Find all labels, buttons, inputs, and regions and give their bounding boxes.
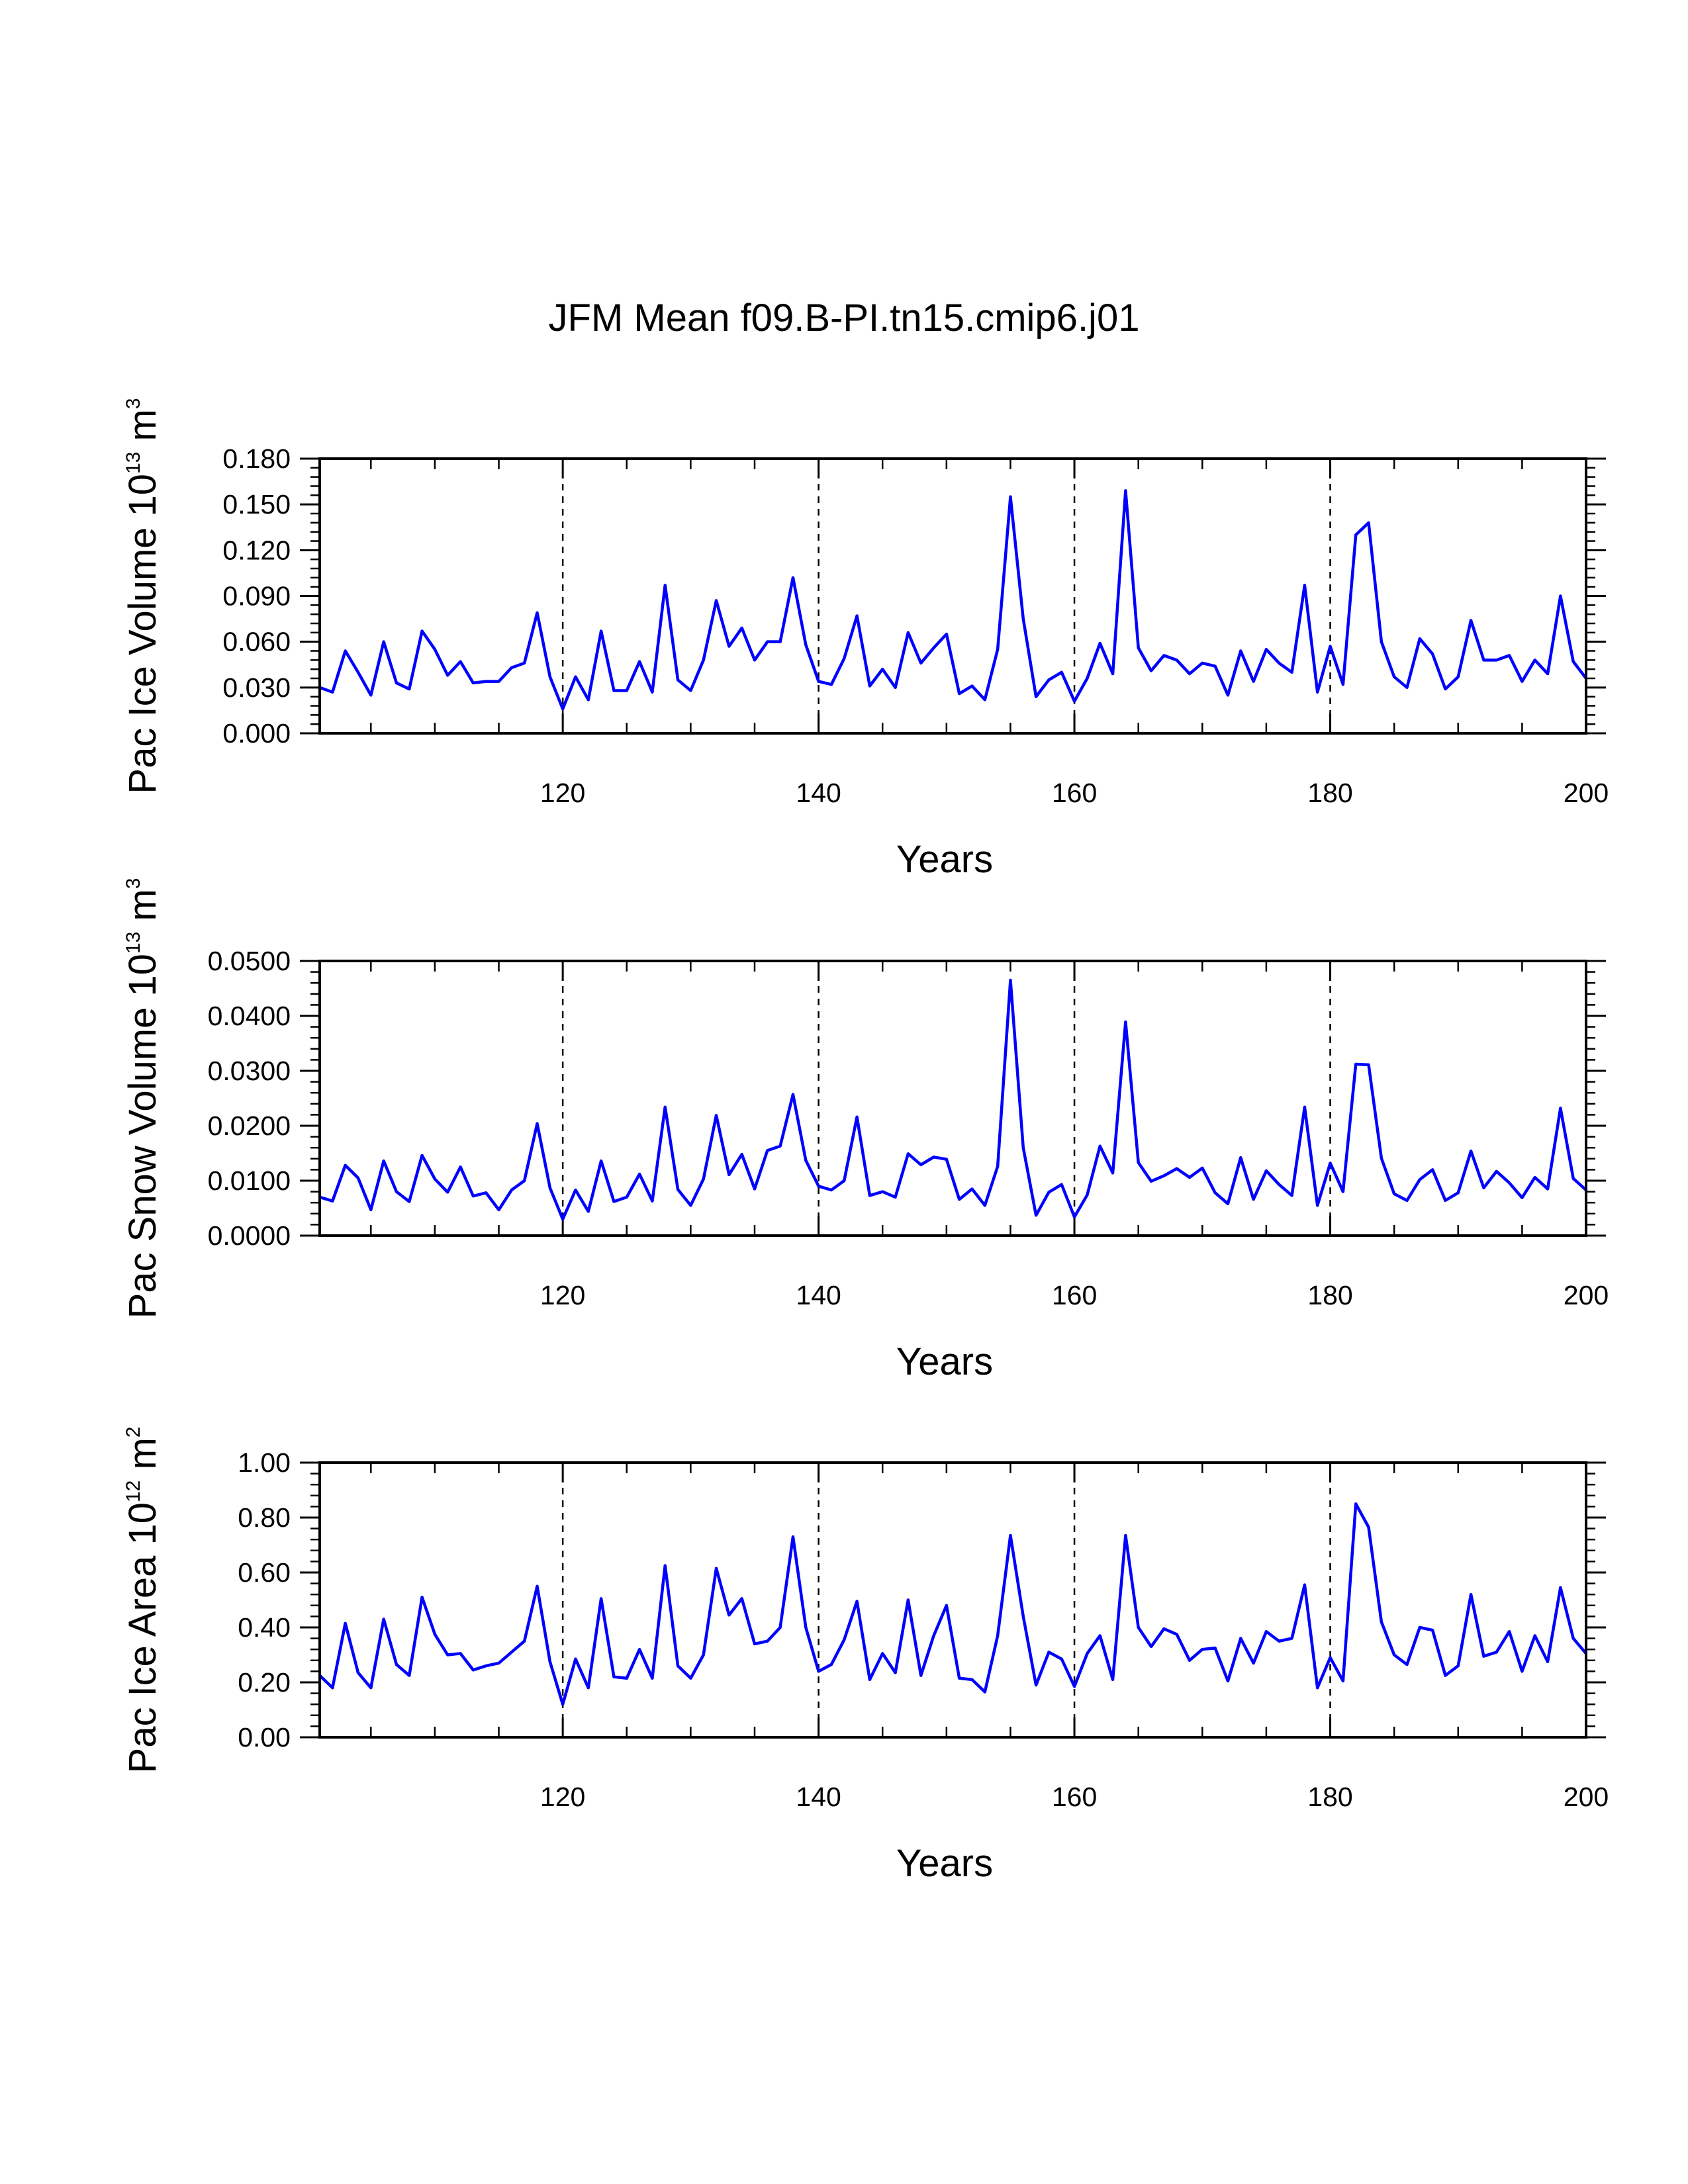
y-axis-title-superscript: 13 bbox=[122, 932, 144, 954]
y-tick-label: 0.000 bbox=[222, 718, 291, 749]
y-axis-title: Pac Snow Volume 1013 m3 bbox=[121, 878, 164, 1319]
y-tick-label: 0.120 bbox=[222, 535, 291, 565]
y-tick-label: 0.0100 bbox=[208, 1165, 291, 1196]
y-tick-label: 0.40 bbox=[238, 1612, 291, 1643]
chart-panel-2: 0.0000 0.0100 0.0200 0.0300 0.0400 0.0500 120 1… bbox=[121, 878, 1609, 1383]
x-axis-title: Years bbox=[896, 1842, 993, 1885]
y-axis-title-unit: m bbox=[121, 1437, 164, 1480]
y-axis-title-superscript: 2 bbox=[122, 1427, 144, 1438]
x-tick-label: 200 bbox=[1564, 1782, 1609, 1812]
y-axis-title-superscript: 3 bbox=[122, 878, 144, 889]
plot-frame bbox=[318, 960, 1587, 1237]
series-line-pac-snow-volume bbox=[319, 978, 1587, 1221]
x-tick-label: 180 bbox=[1307, 1782, 1352, 1812]
y-tick-label: 0.0300 bbox=[208, 1056, 291, 1086]
y-tick-label: 0.0200 bbox=[208, 1111, 291, 1141]
y-tick-label: 0.0500 bbox=[208, 946, 291, 976]
y-axis-title-superscript: 3 bbox=[122, 398, 144, 409]
x-tick-label: 200 bbox=[1564, 1280, 1609, 1310]
plot-frame bbox=[318, 457, 1587, 735]
chart-panel-3: 0.00 0.20 0.40 0.60 0.80 1.00 120 140 160 180 200 Y… bbox=[121, 1427, 1609, 1885]
y-tick-label: 0.0000 bbox=[208, 1220, 291, 1251]
y-tick-label: 0.030 bbox=[222, 672, 291, 703]
y-tick-label: 0.150 bbox=[222, 489, 291, 520]
y-tick-label: 0.180 bbox=[222, 443, 291, 474]
x-axis-title: Years bbox=[896, 838, 993, 881]
plot-frame bbox=[318, 1461, 1587, 1739]
y-axis-title-unit: m bbox=[121, 889, 164, 931]
x-tick-label: 200 bbox=[1564, 778, 1609, 808]
y-axis-title: Pac Ice Area 1012 m2 bbox=[121, 1427, 164, 1774]
x-tick-label: 140 bbox=[796, 778, 841, 808]
x-tick-label: 120 bbox=[540, 1782, 585, 1812]
y-tick-label: 0.060 bbox=[222, 627, 291, 657]
y-axis-title-superscript: 12 bbox=[122, 1480, 144, 1502]
x-tick-label: 120 bbox=[540, 1280, 585, 1310]
y-axis-title-unit: m bbox=[121, 409, 164, 451]
y-axis-title: Pac Ice Volume 1013 m3 bbox=[121, 398, 164, 794]
y-tick-label: 0.0400 bbox=[208, 1001, 291, 1031]
y-tick-label: 0.20 bbox=[238, 1667, 291, 1698]
x-tick-label: 180 bbox=[1307, 1280, 1352, 1310]
chart-panels: 0.000 0.030 0.060 0.090 0.120 0.150 0.180 120 14… bbox=[121, 398, 1609, 1885]
series-line-pac-ice-area bbox=[318, 1502, 1587, 1706]
chart-panel-1: 0.000 0.030 0.060 0.090 0.120 0.150 0.180 120 14… bbox=[121, 398, 1609, 881]
y-tick-label: 0.00 bbox=[238, 1722, 291, 1752]
y-axis-title-text: Pac Snow Volume 10 bbox=[121, 954, 164, 1318]
y-axis-title-superscript: 13 bbox=[122, 452, 144, 474]
y-tick-label: 0.60 bbox=[238, 1557, 291, 1588]
y-tick-label: 0.80 bbox=[238, 1502, 291, 1533]
x-tick-label: 140 bbox=[796, 1782, 841, 1812]
series-line-pac-ice-volume bbox=[319, 489, 1587, 711]
x-tick-label: 160 bbox=[1052, 1280, 1097, 1310]
x-tick-label: 180 bbox=[1307, 778, 1352, 808]
y-axis-title-text: Pac Ice Volume 10 bbox=[121, 474, 164, 794]
x-tick-label: 160 bbox=[1052, 1782, 1097, 1812]
figure-title: JFM Mean f09.B-PI.tn15.cmip6.j01 bbox=[549, 296, 1140, 340]
y-axis-title-text: Pac Ice Area 10 bbox=[121, 1502, 164, 1773]
x-tick-label: 160 bbox=[1052, 778, 1097, 808]
y-tick-label: 0.090 bbox=[222, 581, 291, 612]
y-tick-label: 1.00 bbox=[238, 1447, 291, 1478]
x-tick-label: 120 bbox=[540, 778, 585, 808]
x-tick-label: 140 bbox=[796, 1280, 841, 1310]
x-axis-title: Years bbox=[896, 1340, 993, 1383]
